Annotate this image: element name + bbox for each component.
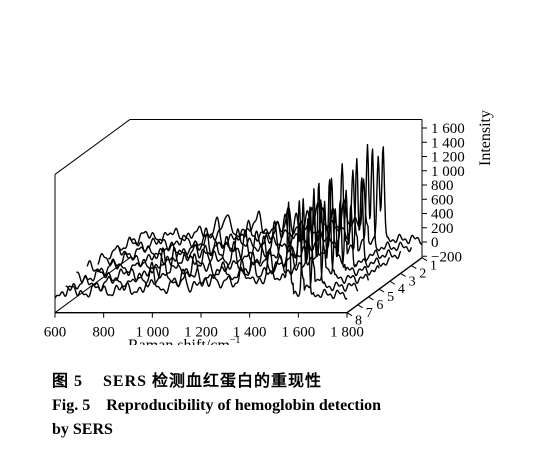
z-tick-label: −200 [431, 249, 462, 265]
box-top-left-edge [54, 119, 131, 175]
depth-tick-label: 5 [387, 290, 394, 305]
z-tick-label: 1 400 [431, 135, 465, 151]
z-tick-label: 1 200 [431, 150, 465, 166]
spectrum-series-3 [108, 157, 402, 262]
z-tick-label: 400 [431, 207, 454, 223]
box-bottom-right-edge [346, 257, 423, 314]
depth-tick-label: 2 [419, 267, 426, 282]
figure-caption: 图 5 SERS 检测血红蛋白的重现性 Fig. 5 Reproducibili… [52, 370, 527, 442]
x-axis-ticks: 600 800 1 000 1 200 1 400 1 600 1 800 [44, 312, 364, 341]
caption-chinese: 图 5 SERS 检测血红蛋白的重现性 [52, 370, 527, 394]
spectrum-series-6 [76, 178, 370, 284]
caption-cn-text: SERS 检测血红蛋白的重现性 [103, 373, 323, 390]
x-tick-label: 1 200 [184, 325, 218, 341]
x-tick-label: 1 600 [281, 325, 315, 341]
depth-tick-mark [389, 280, 396, 285]
z-tick-label: 0 [431, 235, 439, 251]
depth-tick-mark [411, 265, 417, 269]
x-tick-label: 600 [44, 325, 67, 341]
z-tick-label: 1 600 [431, 121, 465, 137]
depth-tick-label: 1 [430, 259, 437, 274]
depth-tick-mark [346, 312, 353, 317]
spectrum-series-5 [86, 199, 380, 277]
x-axis-label-main: Raman shift/cm [128, 337, 230, 345]
caption-english: Fig. 5 Reproducibility of hemoglobin det… [52, 394, 527, 418]
z-tick-label: 800 [431, 178, 454, 194]
x-tick-label: 1 800 [330, 325, 364, 341]
y-axis-label: Intensity [477, 110, 494, 166]
waterfall-chart: 600 800 1 000 1 200 1 400 1 600 1 800 −2000200… [44, 110, 494, 345]
spectrum-series-2 [118, 143, 412, 253]
depth-tick-label: 4 [398, 282, 405, 297]
x-axis-label-superscript: −1 [230, 335, 241, 345]
spectra-traces [54, 143, 423, 300]
caption-cn-label: 图 5 [52, 373, 84, 390]
x-tick-label: 800 [92, 325, 115, 341]
spectrum-series-4 [97, 177, 390, 268]
z-tick-label: 1 000 [431, 164, 465, 180]
caption-en-text-cont: by SERS [52, 421, 113, 438]
x-tick-label: 1 000 [135, 325, 169, 341]
x-tick-label: 1 400 [233, 325, 267, 341]
depth-tick-label: 6 [376, 298, 383, 313]
depth-tick-mark [378, 288, 385, 293]
depth-tick-label: 7 [366, 306, 373, 321]
x-axis-label: Raman shift/cm−1 [128, 335, 240, 345]
depth-tick-mark [400, 272, 406, 277]
caption-en-label: Fig. 5 [52, 397, 91, 414]
depth-tick-mark [368, 296, 374, 301]
caption-english-continued: by SERS [52, 418, 527, 442]
z-tick-label: 600 [431, 192, 454, 208]
depth-tick-label: 3 [409, 274, 416, 289]
caption-en-text: Reproducibility of hemoglobin detection [106, 397, 382, 414]
depth-tick-mark [357, 304, 363, 309]
spectrum-series-8 [54, 198, 348, 300]
depth-tick-label: 8 [355, 314, 362, 329]
z-tick-label: 200 [431, 221, 454, 237]
depth-tick-mark [421, 257, 428, 262]
